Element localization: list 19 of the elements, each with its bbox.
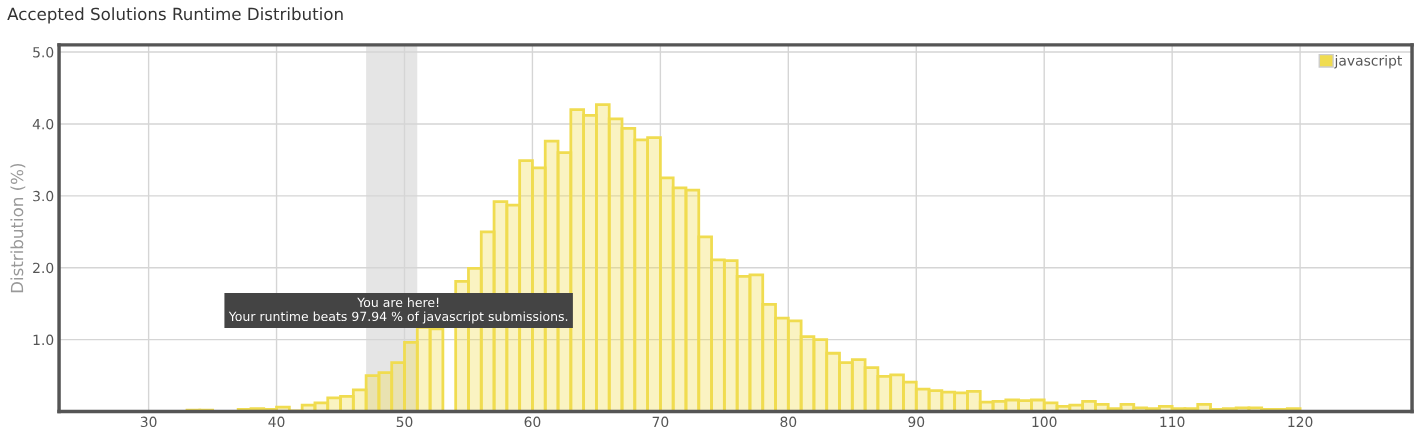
x-tick-label: 70 xyxy=(652,416,669,428)
x-tick-label: 80 xyxy=(780,416,797,428)
x-tick-label: 30 xyxy=(140,416,157,428)
y-tick-label: 3.0 xyxy=(33,190,54,202)
y-axis-title: Distribution (%) xyxy=(10,163,26,293)
chart-title: Accepted Solutions Runtime Distribution xyxy=(7,7,343,24)
x-tick-label: 120 xyxy=(1288,416,1313,428)
legend-label: javascript xyxy=(1334,55,1402,69)
y-tick-label: 1.0 xyxy=(33,334,54,346)
x-tick-label: 110 xyxy=(1160,416,1185,428)
y-tick-label: 2.0 xyxy=(33,262,54,274)
x-tick-label: 50 xyxy=(396,416,413,428)
x-tick-label: 40 xyxy=(268,416,285,428)
x-tick-label: 90 xyxy=(908,416,925,428)
annotation: You are here! Your runtime beats 97.94 % of javascript submissions. xyxy=(228,297,568,324)
x-tick-label: 60 xyxy=(524,416,541,428)
y-tick-label: 4.0 xyxy=(32,118,54,130)
y-tick-label: 5.0 xyxy=(33,47,54,58)
x-tick-label: 100 xyxy=(1032,416,1057,428)
